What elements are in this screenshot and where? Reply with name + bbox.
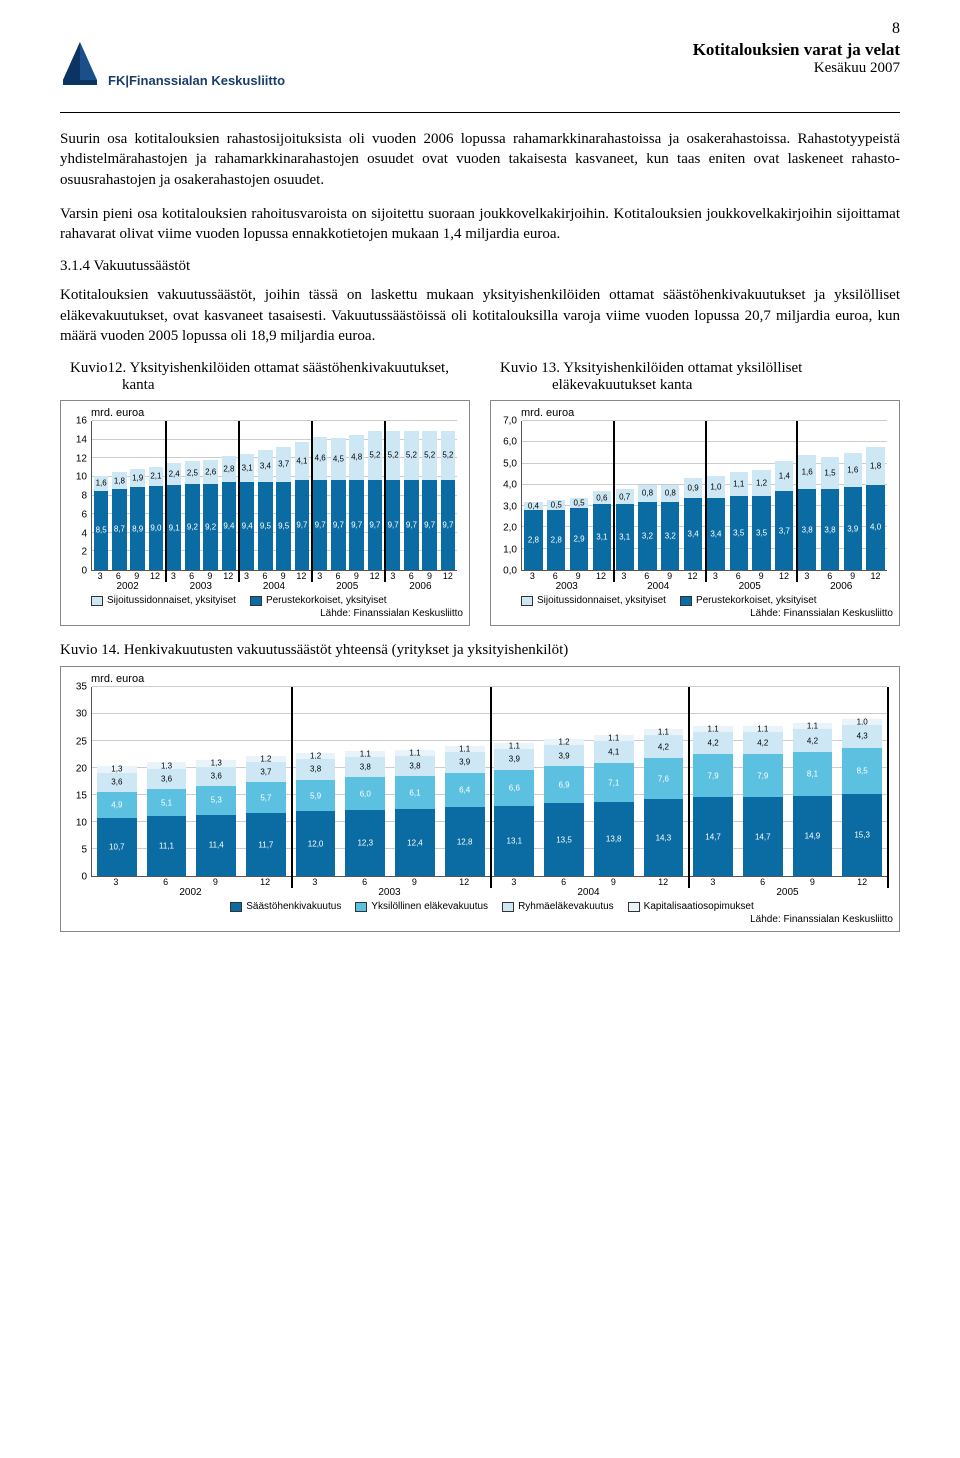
section-head: 3.1.4 Vakuutussäästöt: [60, 258, 900, 275]
legend-item: Sijoitussidonnaiset, yksityiset: [521, 595, 666, 606]
caption-row: Kuvio12. Yksityishenkilöiden ottamat sää…: [60, 360, 900, 394]
swatch-icon: [521, 596, 533, 606]
legend-label: Sijoitussidonnaiset, yksityiset: [537, 595, 666, 606]
logo-block: FK|Finanssialan Keskusliitto: [60, 40, 285, 88]
plot: 051015202530351,33,64,910,71,33,65,111,1…: [67, 687, 893, 897]
swatch-icon: [355, 902, 367, 912]
legend-item: Sijoitussidonnaiset, yksityiset: [91, 595, 236, 606]
page-number: 8: [892, 20, 900, 38]
swatch-icon: [680, 596, 692, 606]
legend-item: Yksilöllinen eläkevakuutus: [355, 901, 488, 912]
chart-row-top: mrd. euroa 02468101214161,68,51,88,71,98…: [60, 400, 900, 626]
legend: Sijoitussidonnaiset, yksityiset Perustek…: [497, 595, 893, 606]
chart-caption: Kuvio 14. Henkivakuutusten vakuutussääst…: [60, 640, 900, 660]
paragraph: Kotitalouksien vakuutussäästöt, joihin t…: [60, 285, 900, 346]
chart13: mrd. euroa 0,01,02,03,04,05,06,07,00,42,…: [490, 400, 900, 626]
plot: 0,01,02,03,04,05,06,07,00,42,80,52,80,52…: [497, 421, 893, 591]
doc-title: Kotitalouksien varat ja velat: [693, 40, 900, 60]
legend-item: Perustekorkoiset, yksityiset: [680, 595, 817, 606]
logo-icon: [60, 40, 100, 88]
legend: Säästöhenkivakuutus Yksilöllinen eläkeva…: [67, 901, 893, 912]
chart-caption: Kuvio 13. Yksityishenkilöiden ottamat yk…: [542, 360, 900, 394]
legend-label: Kapitalisaatiosopimukset: [644, 901, 754, 912]
chart14: mrd. euroa 051015202530351,33,64,910,71,…: [60, 666, 900, 932]
page: 8 FK|Finanssialan Keskusliitto Kotitalou…: [0, 0, 960, 972]
swatch-icon: [502, 902, 514, 912]
header: FK|Finanssialan Keskusliitto Kotitalouks…: [60, 40, 900, 88]
legend-item: Kapitalisaatiosopimukset: [628, 901, 754, 912]
y-label: mrd. euroa: [497, 407, 893, 419]
swatch-icon: [628, 902, 640, 912]
doc-date: Kesäkuu 2007: [693, 60, 900, 77]
doc-title-block: Kotitalouksien varat ja velat Kesäkuu 20…: [693, 40, 900, 77]
source: Lähde: Finanssialan Keskusliitto: [497, 608, 893, 619]
legend-label: Perustekorkoiset, yksityiset: [696, 595, 817, 606]
source: Lähde: Finanssialan Keskusliitto: [67, 608, 463, 619]
legend-label: Säästöhenkivakuutus: [246, 901, 341, 912]
source: Lähde: Finanssialan Keskusliitto: [67, 914, 893, 925]
legend-item: Säästöhenkivakuutus: [230, 901, 341, 912]
legend-label: Perustekorkoiset, yksityiset: [266, 595, 387, 606]
legend: Sijoitussidonnaiset, yksityiset Perustek…: [67, 595, 463, 606]
paragraph: Varsin pieni osa kotitalouksien rahoitus…: [60, 204, 900, 245]
logo-text: FK|Finanssialan Keskusliitto: [108, 73, 285, 88]
plot: 02468101214161,68,51,88,71,98,92,19,02,4…: [67, 421, 463, 591]
legend-item: Ryhmäeläkevakuutus: [502, 901, 614, 912]
y-label: mrd. euroa: [67, 407, 463, 419]
chart12: mrd. euroa 02468101214161,68,51,88,71,98…: [60, 400, 470, 626]
header-rule: [60, 112, 900, 113]
swatch-icon: [250, 596, 262, 606]
legend-label: Yksilöllinen eläkevakuutus: [371, 901, 488, 912]
legend-label: Sijoitussidonnaiset, yksityiset: [107, 595, 236, 606]
swatch-icon: [91, 596, 103, 606]
paragraph: Suurin osa kotitalouksien rahastosijoitu…: [60, 129, 900, 190]
y-label: mrd. euroa: [67, 673, 893, 685]
chart-caption: Kuvio12. Yksityishenkilöiden ottamat sää…: [112, 360, 470, 394]
legend-item: Perustekorkoiset, yksityiset: [250, 595, 387, 606]
legend-label: Ryhmäeläkevakuutus: [518, 901, 614, 912]
swatch-icon: [230, 902, 242, 912]
